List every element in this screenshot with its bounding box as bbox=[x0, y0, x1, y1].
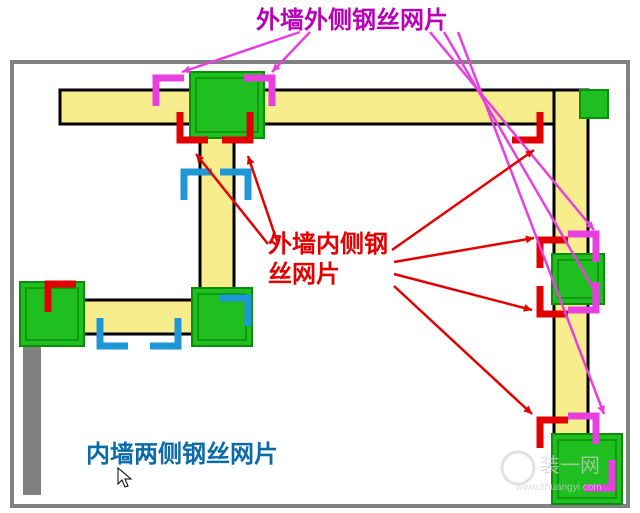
arrow-red-2 bbox=[392, 150, 534, 250]
col-topright bbox=[580, 90, 608, 118]
label-outer-mesh: 外墙外侧钢丝网片 bbox=[256, 6, 448, 36]
arrow-magenta-1 bbox=[272, 32, 310, 72]
arrow-red-1-head bbox=[247, 156, 254, 165]
col-left bbox=[20, 282, 84, 346]
label-inner-outerwall-mesh: 外墙内侧钢 丝网片 bbox=[268, 230, 388, 290]
label-inner-outerwall-mesh-l2: 丝网片 bbox=[268, 262, 340, 288]
watermark-sub: www.zhuangyi.com bbox=[515, 482, 602, 493]
arrow-red-3 bbox=[394, 238, 534, 262]
label-inner-outerwall-mesh-l1: 外墙内侧钢 bbox=[268, 232, 388, 258]
watermark-text: 装一网 bbox=[540, 454, 600, 477]
arrow-magenta-0-head bbox=[182, 66, 191, 73]
watermark-logo bbox=[502, 452, 534, 484]
arrow-magenta-0 bbox=[182, 32, 300, 72]
label-innerwall-mesh: 内墙两侧钢丝网片 bbox=[86, 440, 278, 470]
cursor-icon bbox=[118, 468, 131, 487]
wall-top bbox=[60, 90, 588, 124]
